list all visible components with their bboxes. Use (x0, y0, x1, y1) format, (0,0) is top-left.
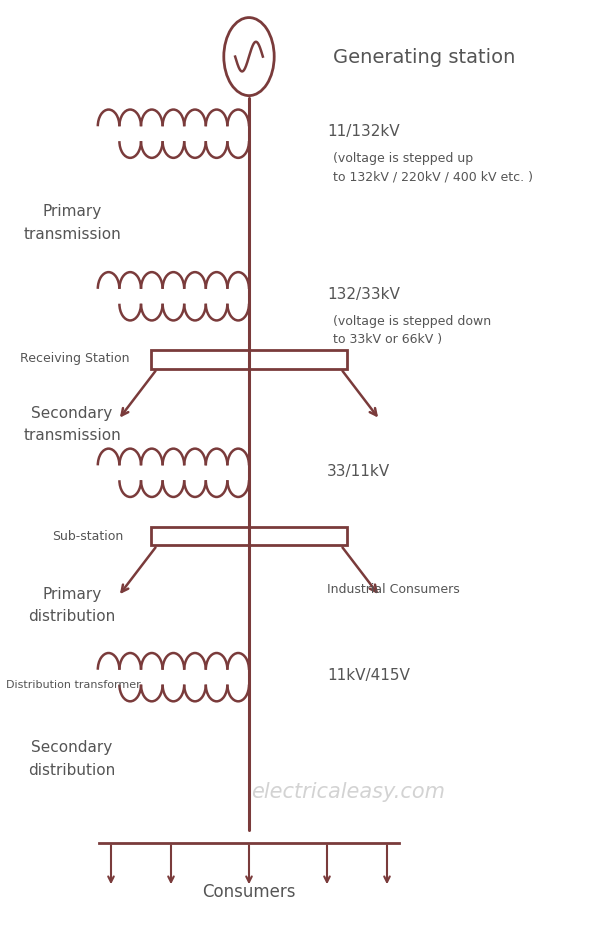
Text: 11/132kV: 11/132kV (327, 124, 400, 139)
Text: (voltage is stepped down
to 33kV or 66kV ): (voltage is stepped down to 33kV or 66kV… (333, 315, 491, 345)
Text: 11kV/415V: 11kV/415V (327, 667, 410, 682)
Text: Generating station: Generating station (333, 48, 515, 67)
Text: Primary
distribution: Primary distribution (28, 586, 116, 624)
Text: 33/11kV: 33/11kV (327, 463, 390, 478)
Text: Receiving Station: Receiving Station (19, 352, 129, 365)
Text: Consumers: Consumers (202, 882, 296, 900)
FancyBboxPatch shape (151, 351, 347, 369)
Text: Sub-station: Sub-station (52, 530, 123, 543)
FancyBboxPatch shape (151, 527, 347, 546)
Text: Industrial Consumers: Industrial Consumers (327, 583, 460, 596)
Text: electricaleasy.com: electricaleasy.com (251, 780, 445, 801)
Text: Secondary
transmission: Secondary transmission (23, 406, 121, 443)
Text: Primary
transmission: Primary transmission (23, 204, 121, 241)
Text: Secondary
distribution: Secondary distribution (28, 740, 116, 777)
Text: (voltage is stepped up
to 132kV / 220kV / 400 kV etc. ): (voltage is stepped up to 132kV / 220kV … (333, 152, 533, 183)
Text: 132/33kV: 132/33kV (327, 287, 400, 302)
Text: Distribution transformer: Distribution transformer (6, 679, 141, 689)
